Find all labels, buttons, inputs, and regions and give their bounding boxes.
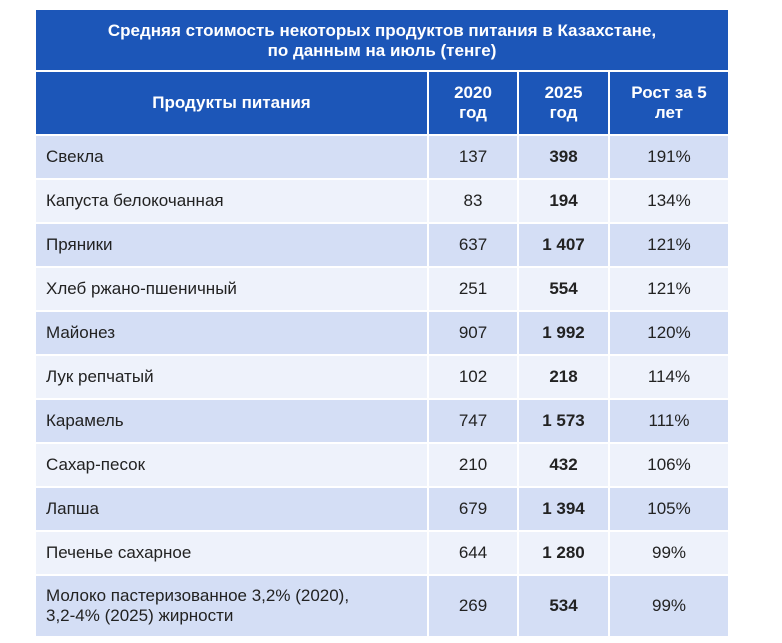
cell-product: Молоко пастеризованное 3,2% (2020), 3,2-… [36, 574, 429, 636]
cell-2025: 1 394 [518, 486, 610, 531]
table-row: Печенье сахарное 644 1 280 99% [36, 530, 728, 575]
cell-2020: 747 [428, 398, 519, 443]
cell-2025: 432 [518, 442, 610, 487]
table-row: Хлеб ржано-пшеничный 251 554 121% [36, 266, 728, 311]
header-product: Продукты питания [36, 72, 429, 135]
cell-product: Пряники [36, 222, 429, 267]
table-row: Капуста белокочанная 83 194 134% [36, 178, 728, 223]
cell-product-line-1: Молоко пастеризованное 3,2% (2020), [46, 586, 350, 605]
cell-2020: 210 [428, 442, 519, 487]
price-table: Продукты питания 2020 год 2025 год Рост … [36, 72, 728, 636]
cell-product: Лапша [36, 486, 429, 531]
cell-2025: 1 407 [518, 222, 610, 267]
table-row: Молоко пастеризованное 3,2% (2020), 3,2-… [36, 574, 728, 636]
cell-growth: 121% [609, 266, 728, 311]
cell-2020: 679 [428, 486, 519, 531]
table-row: Лук репчатый 102 218 114% [36, 354, 728, 399]
cell-2025: 554 [518, 266, 610, 311]
cell-growth: 134% [609, 178, 728, 223]
cell-2020: 102 [428, 354, 519, 399]
cell-2020: 644 [428, 530, 519, 575]
cell-product: Хлеб ржано-пшеничный [36, 266, 429, 311]
cell-product: Лук репчатый [36, 354, 429, 399]
table-row: Лапша 679 1 394 105% [36, 486, 728, 531]
price-table-widget: Средняя стоимость некоторых продуктов пи… [36, 10, 728, 636]
cell-2025: 194 [518, 178, 610, 223]
cell-2025: 218 [518, 354, 610, 399]
cell-2020: 251 [428, 266, 519, 311]
header-2020: 2020 год [428, 72, 519, 135]
table-title: Средняя стоимость некоторых продуктов пи… [36, 10, 728, 72]
cell-product: Майонез [36, 310, 429, 355]
cell-product-line-2: 3,2-4% (2025) жирности [46, 606, 234, 625]
cell-2025: 1 992 [518, 310, 610, 355]
cell-2025: 1 573 [518, 398, 610, 443]
cell-growth: 120% [609, 310, 728, 355]
cell-2020: 907 [428, 310, 519, 355]
cell-2020: 637 [428, 222, 519, 267]
cell-product: Капуста белокочанная [36, 178, 429, 223]
cell-growth: 121% [609, 222, 728, 267]
table-row: Свекла 137 398 191% [36, 134, 728, 179]
cell-2025: 534 [518, 574, 610, 636]
table-title-line-1: Средняя стоимость некоторых продуктов пи… [107, 21, 657, 40]
table-row: Пряники 637 1 407 121% [36, 222, 728, 267]
cell-growth: 99% [609, 574, 728, 636]
table-row: Сахар-песок 210 432 106% [36, 442, 728, 487]
cell-growth: 191% [609, 134, 728, 179]
cell-2025: 1 280 [518, 530, 610, 575]
table-row: Карамель 747 1 573 111% [36, 398, 728, 443]
cell-product: Печенье сахарное [36, 530, 429, 575]
header-growth: Рост за 5 лет [609, 72, 728, 135]
cell-2025: 398 [518, 134, 610, 179]
cell-product: Свекла [36, 134, 429, 179]
cell-growth: 99% [609, 530, 728, 575]
cell-growth: 111% [609, 398, 728, 443]
cell-2020: 137 [428, 134, 519, 179]
cell-2020: 269 [428, 574, 519, 636]
table-title-line-2: по данным на июль (тенге) [267, 41, 497, 60]
cell-product: Карамель [36, 398, 429, 443]
cell-product: Сахар-песок [36, 442, 429, 487]
cell-growth: 106% [609, 442, 728, 487]
header-2025: 2025 год [518, 72, 610, 135]
cell-2020: 83 [428, 178, 519, 223]
cell-growth: 105% [609, 486, 728, 531]
cell-growth: 114% [609, 354, 728, 399]
table-row: Майонез 907 1 992 120% [36, 310, 728, 355]
table-header-row: Продукты питания 2020 год 2025 год Рост … [36, 72, 728, 135]
